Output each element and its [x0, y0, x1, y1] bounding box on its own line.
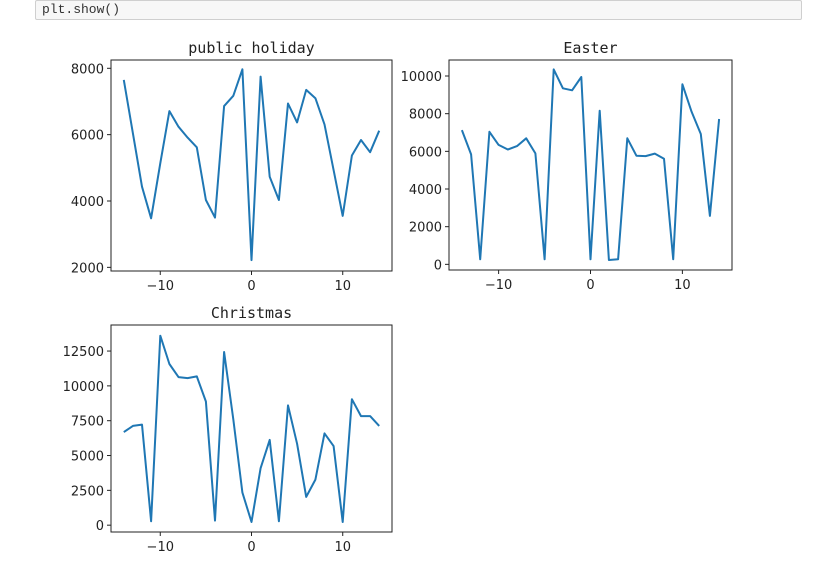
y-tick-label: 8000: [71, 62, 104, 77]
x-tick-label: 0: [247, 279, 255, 294]
axes-frame: [448, 59, 733, 271]
x-tick-label: 0: [586, 278, 594, 293]
y-tick-label: 6000: [71, 129, 104, 144]
x-tick-label: 0: [247, 540, 255, 555]
subplot-title: Easter: [563, 39, 617, 57]
y-tick-label: 2000: [409, 221, 442, 236]
y-tick-label: 8000: [409, 108, 442, 123]
y-tick-label: 4000: [71, 195, 104, 210]
x-tick-label: 10: [334, 540, 351, 555]
series-line: [123, 334, 380, 523]
y-tick-label: 0: [434, 258, 442, 273]
y-tick-label: 2000: [71, 261, 104, 276]
y-tick-label: 2500: [71, 484, 104, 499]
x-tick-label: −10: [147, 279, 174, 294]
y-tick-label: 10000: [401, 70, 442, 85]
y-tick-label: 10000: [63, 380, 104, 395]
y-tick-label: 7500: [71, 415, 104, 430]
y-tick-label: 0: [96, 519, 104, 534]
x-tick-label: −10: [485, 278, 512, 293]
subplot-title: Christmas: [211, 304, 292, 322]
x-tick-label: 10: [334, 279, 351, 294]
code-cell[interactable]: plt.show(): [35, 0, 802, 20]
y-tick-label: 5000: [71, 450, 104, 465]
subplot-0: −10 0 10 2000 4000 6000 8000 public holiday: [71, 39, 393, 294]
code-line: plt.show(): [42, 2, 121, 17]
subplot-title: public holiday: [188, 39, 314, 57]
y-tick-label: 4000: [409, 183, 442, 198]
x-tick-label: 10: [674, 278, 691, 293]
y-tick-label: 12500: [63, 345, 104, 360]
series-line: [122, 68, 381, 262]
x-tick-label: −10: [147, 540, 174, 555]
subplot-2: −10 0 10 0 2500 5000 7500 10000 12500 Christmas: [63, 304, 393, 555]
y-tick-label: 6000: [409, 145, 442, 160]
subplot-1: −10 0 10 0 2000 4000 6000 8000 10000 Easter: [401, 39, 733, 293]
series-line: [460, 68, 721, 261]
